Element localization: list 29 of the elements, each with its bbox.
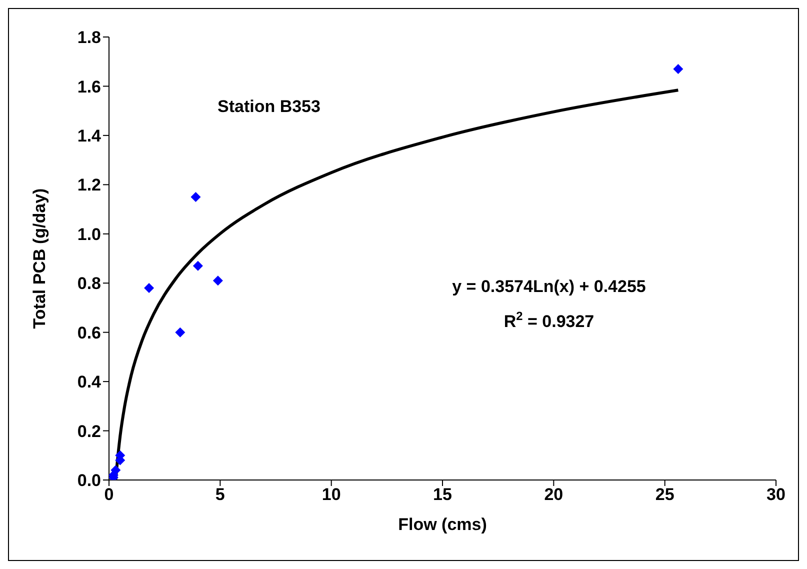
y-tick-label: 1.8	[77, 28, 101, 48]
y-tick-label: 1.6	[77, 77, 101, 96]
y-tick-label: 1.0	[77, 224, 101, 244]
y-tick-label: 0.2	[77, 422, 101, 441]
x-tick-label: 25	[655, 485, 674, 504]
point	[190, 192, 201, 202]
annotation: R$^{2}$ = 0.9327	[504, 309, 594, 331]
x-tick-label: 20	[544, 485, 564, 504]
annotation: y = 0.3574Ln(x) + 0.4255	[452, 277, 646, 296]
y-tick-label: 1.4	[77, 126, 102, 146]
point	[175, 327, 186, 338]
point	[192, 260, 203, 271]
x-tick-label: 10	[322, 485, 341, 504]
x-tick-label: 0	[104, 485, 114, 504]
y-tick-label: 0.6	[77, 323, 101, 342]
y-tick-label: 0.4	[77, 372, 102, 392]
y-tick-label: 0.0	[77, 471, 101, 490]
point	[673, 64, 684, 74]
x-tick-label: 15	[433, 485, 452, 504]
point	[110, 465, 121, 476]
y-axis-title: Total PCB (g/day)	[30, 188, 50, 329]
x-tick-label: 5	[215, 485, 225, 504]
x-axis-title: Flow (cms)	[398, 515, 487, 534]
y-tick-label: 1.2	[77, 176, 101, 195]
y-tick-label: 0.8	[77, 274, 101, 294]
x-tick-label: 30	[766, 485, 786, 504]
point	[212, 276, 223, 286]
annotation: Station B353	[218, 97, 320, 116]
point	[144, 283, 154, 294]
